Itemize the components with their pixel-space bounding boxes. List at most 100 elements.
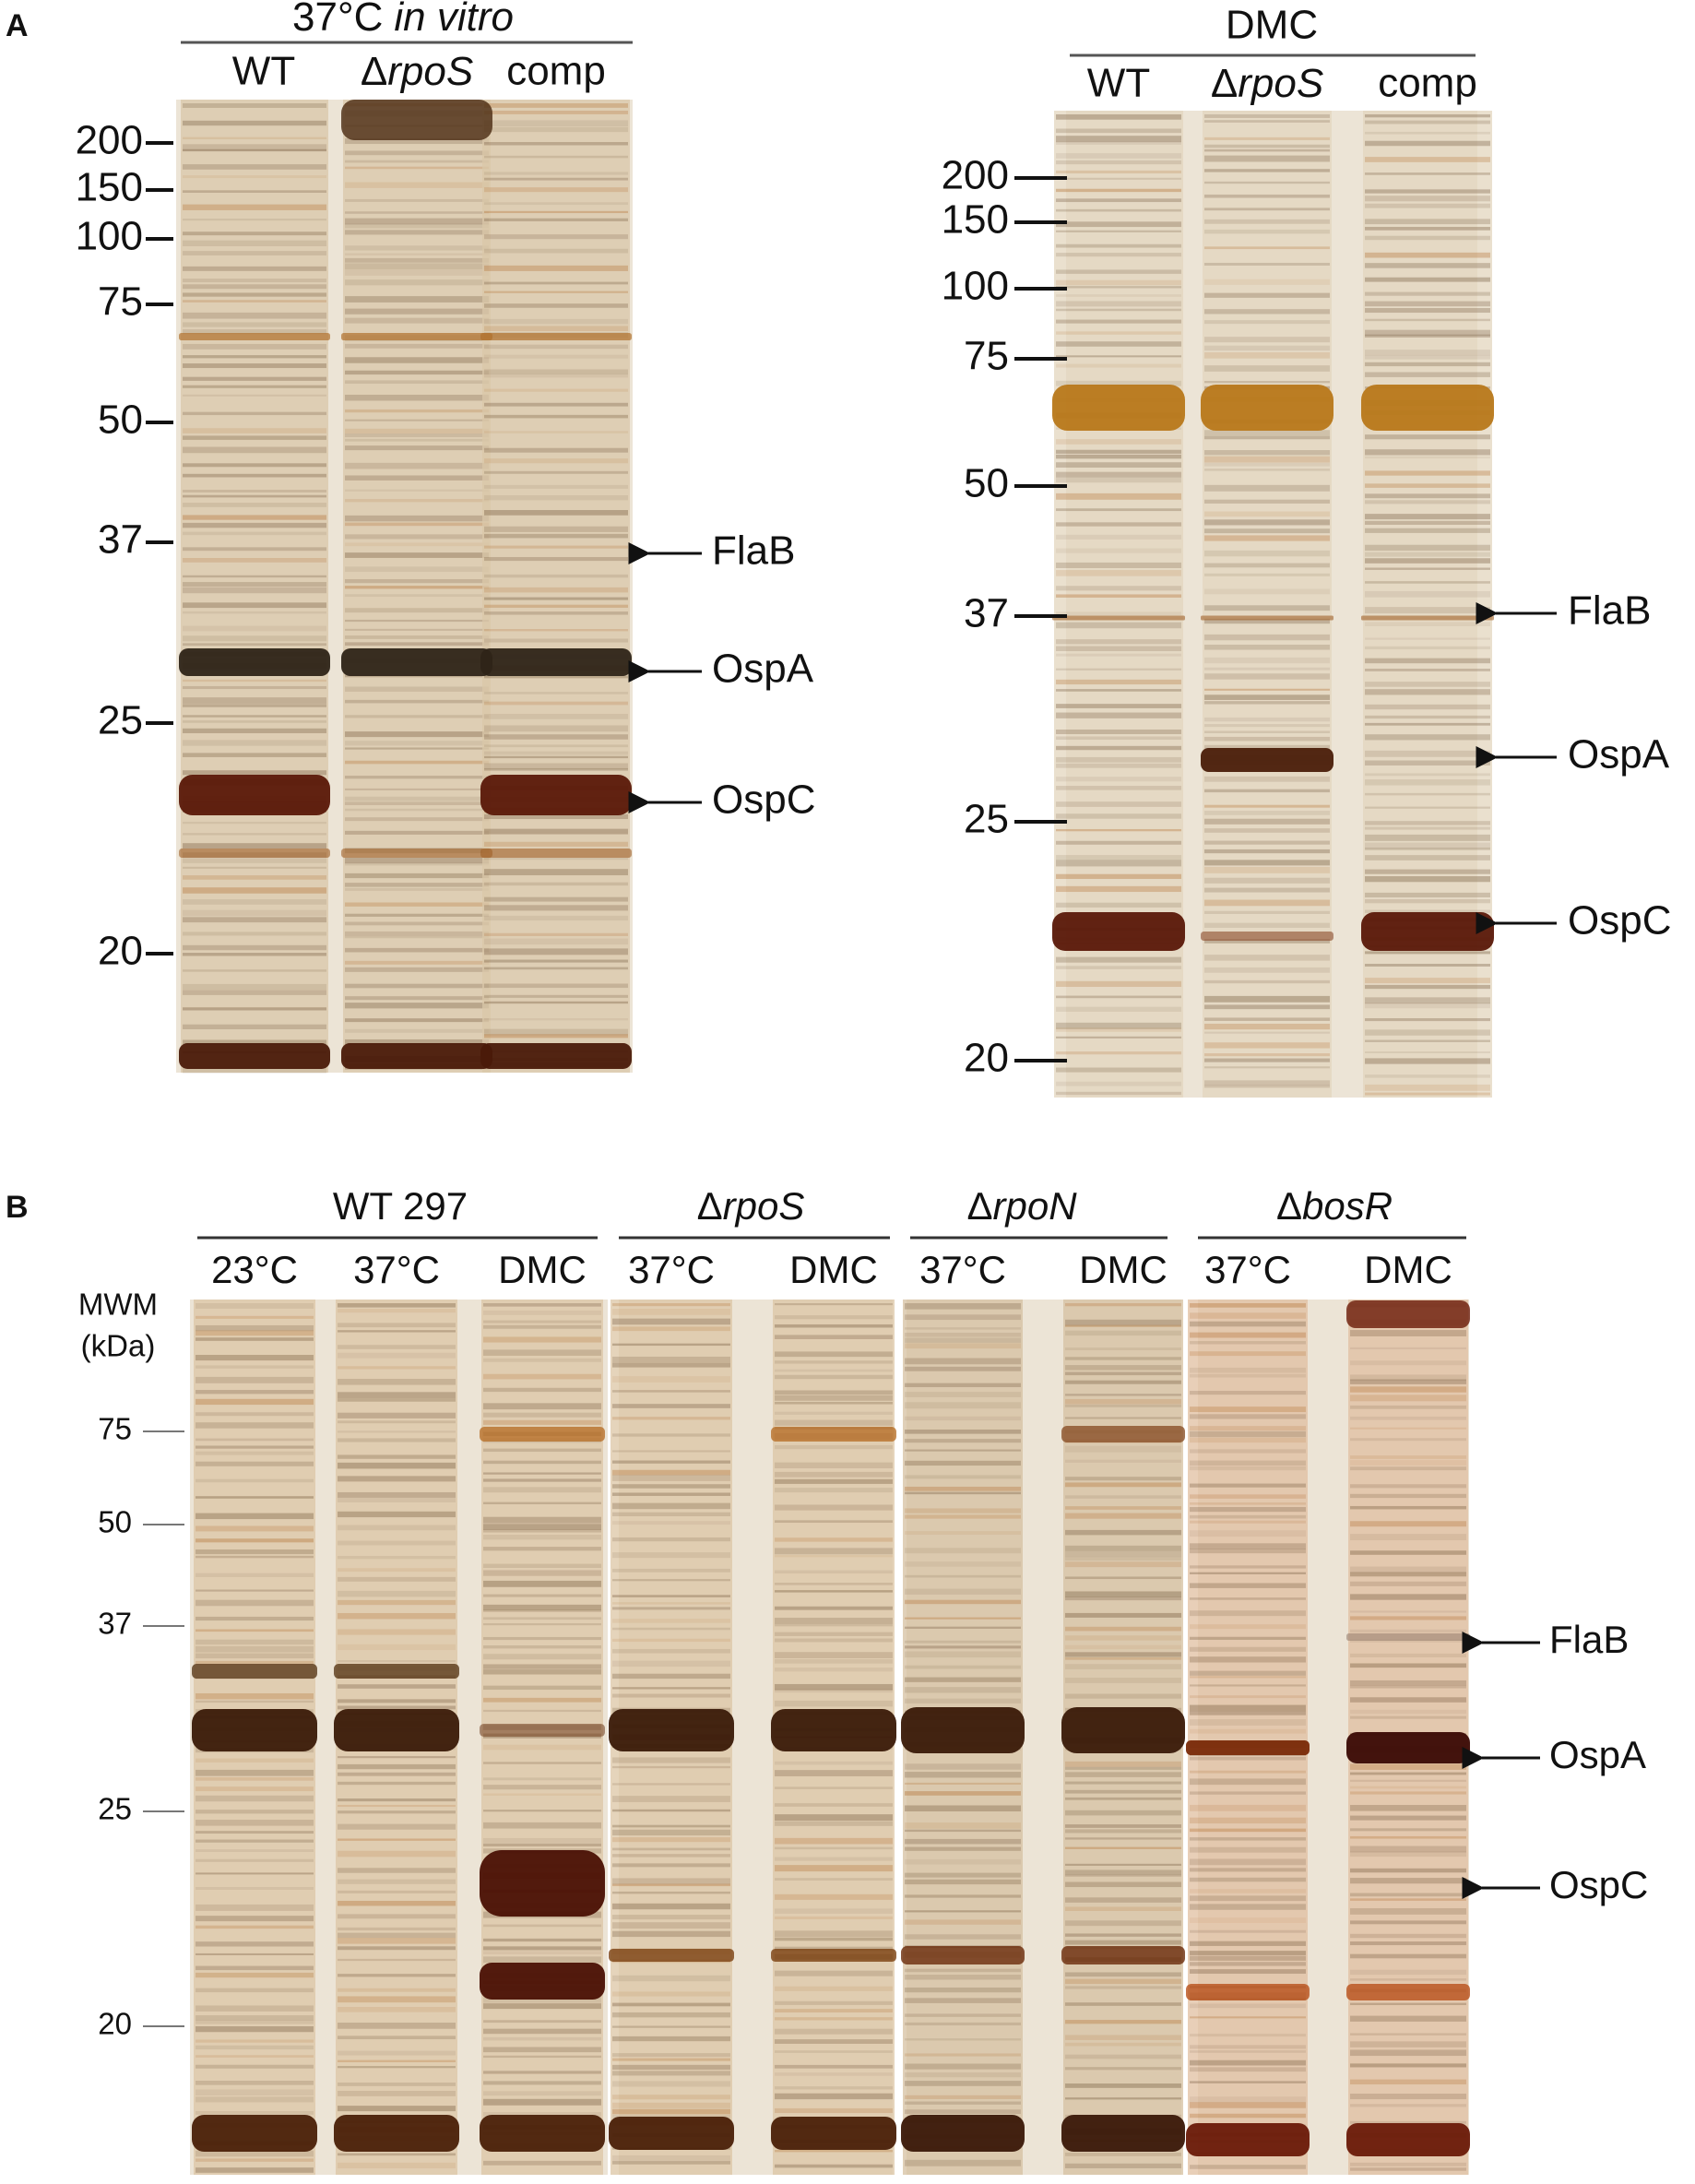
gel-band: [483, 1487, 601, 1493]
gel-band: [612, 2108, 730, 2115]
gel-band: [1065, 1933, 1181, 1937]
gel-band: [338, 1303, 456, 1308]
gel-band: [338, 1308, 456, 1313]
gel-band: [1065, 2097, 1181, 2100]
gel-band: [334, 2115, 459, 2152]
gel-band: [1346, 1732, 1470, 1763]
gel-band: [1204, 667, 1330, 671]
gel-band: [1365, 876, 1490, 883]
gel-band: [196, 1810, 314, 1814]
gel-band: [484, 755, 628, 759]
gel-band: [196, 2064, 314, 2069]
gel-band: [1350, 1920, 1466, 1925]
gel-band: [1350, 2094, 1466, 2100]
gene-name: rpoN: [993, 1184, 1078, 1228]
gel-band: [1190, 1704, 1306, 1712]
gel-band: [1350, 1786, 1466, 1789]
gel-band: [484, 638, 628, 643]
gel-band: [1056, 855, 1181, 861]
gel-band: [612, 1796, 730, 1802]
gel-band: [905, 1894, 1021, 1898]
gel-band: [1056, 611, 1181, 616]
gel-band: [183, 547, 326, 552]
gel-band: [612, 2058, 730, 2061]
gel-band: [1204, 462, 1330, 467]
gel-band: [905, 1460, 1021, 1466]
gel-band: [1350, 1815, 1466, 1821]
gel-band: [1365, 131, 1490, 135]
gel-band: [1204, 717, 1330, 722]
gel-band: [345, 279, 489, 286]
gel-band: [196, 1660, 314, 1665]
gel-band: [905, 1548, 1021, 1554]
gel-band: [484, 484, 628, 489]
gel-band: [775, 1360, 893, 1364]
gel-band: [1365, 329, 1490, 336]
gel-band: [179, 775, 330, 815]
gel-band: [196, 1315, 314, 1319]
gel-band: [612, 1450, 730, 1453]
gel-band: [183, 990, 326, 995]
gel-band: [1190, 1583, 1306, 1588]
gel-band: [1365, 806, 1490, 809]
gel-band: [196, 1303, 314, 1309]
gel-band: [612, 1922, 730, 1929]
gel-band: [612, 1390, 730, 1393]
gel-band: [1065, 1978, 1181, 1985]
gel-band: [345, 830, 489, 835]
gel-band: [196, 1461, 314, 1466]
gel-band: [338, 1900, 456, 1906]
gel-band: [345, 166, 489, 170]
gel-band: [345, 887, 489, 891]
band-label: OspC: [1568, 898, 1671, 944]
gel-band: [1190, 1543, 1306, 1549]
gel-band: [183, 240, 326, 246]
gel-band: [1204, 1004, 1330, 1010]
gel-band: [1204, 789, 1330, 793]
gel-band: [1061, 1426, 1185, 1442]
gel-band: [1204, 840, 1330, 845]
gel-band: [1190, 1804, 1306, 1811]
gel-band: [484, 763, 628, 769]
gel-band: [183, 843, 326, 849]
gel-band: [775, 1908, 893, 1914]
gel-band: [612, 1863, 730, 1868]
gel-band: [338, 1438, 456, 1442]
gel-band: [775, 1668, 893, 1672]
gel-band: [775, 1335, 893, 1339]
gel-band: [196, 1555, 314, 1559]
gel-band: [771, 1709, 896, 1751]
gel-band: [484, 751, 628, 755]
gel-band: [1365, 301, 1490, 307]
gel-band: [1204, 1053, 1330, 1057]
gel-band: [1201, 932, 1333, 941]
gel-band: [334, 1709, 459, 1751]
gel-band: [1065, 1550, 1181, 1558]
gel-band: [1365, 1039, 1490, 1042]
gel-band: [905, 1968, 1021, 1973]
gel-band: [483, 2098, 601, 2106]
gel-band: [338, 1772, 456, 1776]
lane-label: 37°C: [1204, 1248, 1291, 1291]
gel-band: [905, 1791, 1021, 1796]
gel-band: [1350, 1828, 1466, 1832]
gel-band: [1204, 219, 1330, 224]
gel-band: [1204, 1085, 1330, 1088]
gel-band: [905, 1645, 1021, 1649]
gel-band: [1350, 1804, 1466, 1811]
gel-band: [612, 2071, 730, 2076]
gel-band: [1065, 1398, 1181, 1405]
gel-band: [179, 333, 330, 340]
gel-band: [345, 578, 489, 584]
gel-band: [775, 2072, 893, 2076]
gel-band: [1065, 1626, 1181, 1632]
gel-band: [183, 859, 326, 863]
gel-band: [196, 2080, 314, 2085]
gel-band: [484, 447, 628, 453]
gel-band: [775, 1618, 893, 1624]
lane-label: 37°C: [353, 1248, 440, 1291]
gel-band: [901, 1707, 1025, 1753]
gel-band: [483, 2047, 601, 2053]
gel-band: [1065, 1319, 1181, 1326]
gel-band: [338, 1756, 456, 1759]
